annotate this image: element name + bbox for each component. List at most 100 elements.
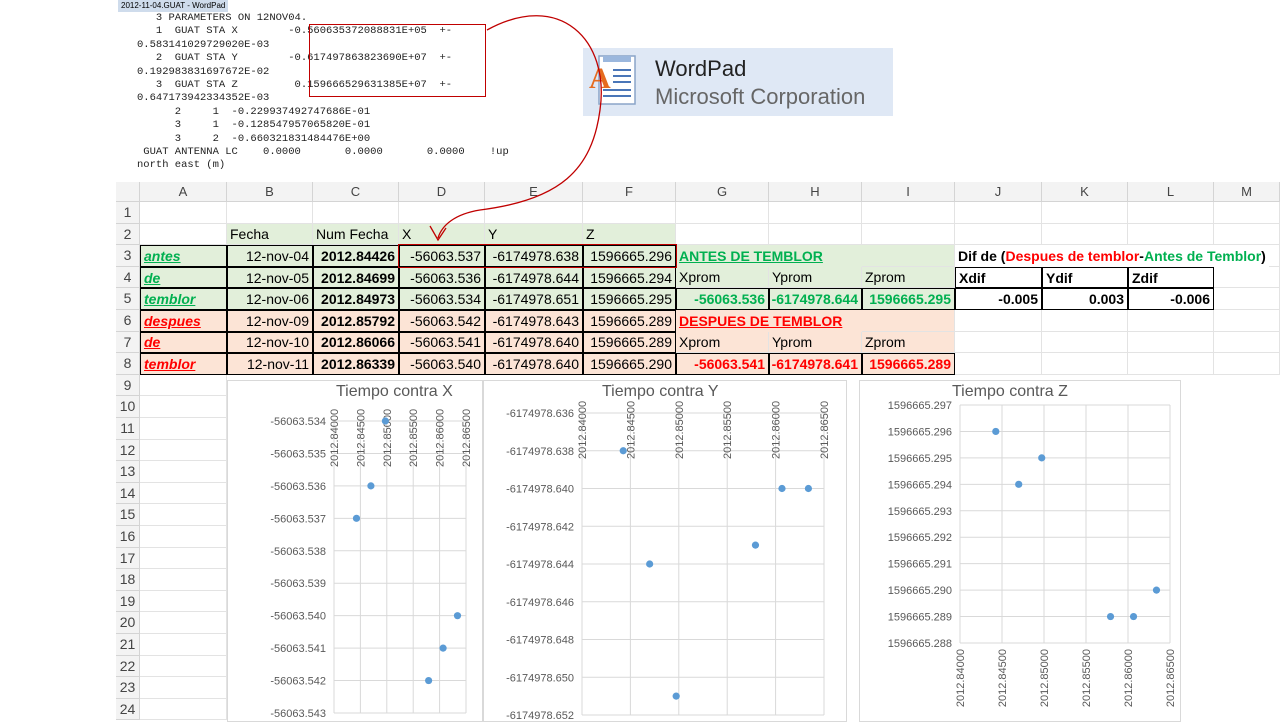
empty-cell[interactable] bbox=[955, 202, 1042, 224]
row-header[interactable]: 15 bbox=[116, 504, 140, 526]
empty-cell[interactable] bbox=[769, 202, 862, 224]
cell-z[interactable]: 1596665.289 bbox=[583, 331, 676, 354]
cell-fecha[interactable]: 12-nov-04 bbox=[227, 245, 313, 267]
empty-cell[interactable] bbox=[862, 202, 955, 224]
dif-value[interactable]: -0.006 bbox=[1128, 288, 1214, 310]
cell-z[interactable]: 1596665.296 bbox=[583, 245, 676, 267]
column-header[interactable]: E bbox=[485, 182, 583, 202]
row-header[interactable]: 22 bbox=[116, 655, 140, 678]
cell-fecha[interactable]: 12-nov-05 bbox=[227, 266, 313, 289]
empty-cell[interactable] bbox=[227, 202, 313, 224]
prom-header[interactable]: Zprom bbox=[862, 331, 955, 354]
dif-header[interactable]: Ydif bbox=[1042, 266, 1128, 289]
empty-cell[interactable] bbox=[140, 655, 227, 678]
header-x[interactable]: X bbox=[399, 223, 485, 246]
empty-cell[interactable] bbox=[1042, 202, 1128, 224]
column-header[interactable]: J bbox=[955, 182, 1042, 202]
label-despues[interactable]: despues bbox=[140, 310, 227, 332]
cell-x[interactable]: -56063.541 bbox=[399, 331, 485, 354]
column-header[interactable]: M bbox=[1214, 182, 1280, 202]
header-fecha[interactable]: Fecha bbox=[227, 223, 313, 246]
label-despues[interactable]: temblor bbox=[140, 353, 227, 375]
prom-header[interactable]: Yprom bbox=[769, 266, 862, 289]
header-y[interactable]: Y bbox=[485, 223, 583, 246]
cell-z[interactable]: 1596665.290 bbox=[583, 353, 676, 375]
cell-z[interactable]: 1596665.295 bbox=[583, 288, 676, 310]
empty-cell[interactable] bbox=[1042, 353, 1128, 375]
column-header[interactable]: A bbox=[140, 182, 227, 202]
empty-cell[interactable] bbox=[485, 202, 583, 224]
label-despues[interactable]: de bbox=[140, 331, 227, 354]
antes-prom-value[interactable]: 1596665.295 bbox=[862, 288, 955, 310]
dif-title[interactable]: Dif de (Despues de temblor - Antes de Te… bbox=[955, 245, 1269, 267]
column-header[interactable]: I bbox=[862, 182, 955, 202]
row-header[interactable]: 5 bbox=[116, 288, 140, 310]
cell-y[interactable]: -6174978.651 bbox=[485, 288, 583, 310]
cell-fecha[interactable]: 12-nov-06 bbox=[227, 288, 313, 310]
empty-cell[interactable] bbox=[769, 223, 862, 246]
row-header[interactable]: 19 bbox=[116, 590, 140, 613]
column-header[interactable]: B bbox=[227, 182, 313, 202]
row-header[interactable]: 17 bbox=[116, 547, 140, 570]
chart-tiempo-contra-x[interactable]: Tiempo contra X -56063.534 -56063.535 -560… bbox=[227, 380, 483, 722]
cell-y[interactable]: -6174978.638 bbox=[485, 245, 583, 267]
empty-cell[interactable] bbox=[140, 439, 227, 462]
row-header[interactable]: 2 bbox=[116, 223, 140, 246]
prom-header[interactable]: Zprom bbox=[862, 266, 955, 289]
dif-value[interactable]: 0.003 bbox=[1042, 288, 1128, 310]
label-antes[interactable]: de bbox=[140, 266, 227, 289]
header-z[interactable]: Z bbox=[583, 223, 676, 246]
cell-num-fecha[interactable]: 2012.86066 bbox=[313, 331, 399, 354]
empty-cell[interactable] bbox=[140, 461, 227, 483]
empty-cell[interactable] bbox=[140, 569, 227, 591]
row-header[interactable]: 10 bbox=[116, 396, 140, 418]
select-all-corner[interactable] bbox=[116, 182, 140, 202]
row-header[interactable]: 7 bbox=[116, 331, 140, 354]
empty-cell[interactable] bbox=[140, 223, 227, 246]
column-header[interactable]: F bbox=[583, 182, 676, 202]
cell-y[interactable]: -6174978.640 bbox=[485, 353, 583, 375]
empty-cell[interactable] bbox=[1214, 331, 1280, 354]
label-antes[interactable]: antes bbox=[140, 245, 227, 267]
empty-cell[interactable] bbox=[1128, 202, 1214, 224]
empty-cell[interactable] bbox=[140, 526, 227, 548]
row-header[interactable]: 1 bbox=[116, 202, 140, 224]
despues-prom-value[interactable]: -6174978.641 bbox=[769, 353, 862, 375]
empty-cell[interactable] bbox=[140, 547, 227, 570]
empty-cell[interactable] bbox=[140, 612, 227, 634]
column-header[interactable]: G bbox=[676, 182, 769, 202]
header-num-fecha[interactable]: Num Fecha bbox=[313, 223, 399, 246]
row-header[interactable]: 8 bbox=[116, 353, 140, 375]
row-header[interactable]: 14 bbox=[116, 482, 140, 505]
cell-x[interactable]: -56063.542 bbox=[399, 310, 485, 332]
cell-num-fecha[interactable]: 2012.85792 bbox=[313, 310, 399, 332]
cell-num-fecha[interactable]: 2012.86339 bbox=[313, 353, 399, 375]
empty-cell[interactable] bbox=[140, 504, 227, 526]
empty-cell[interactable] bbox=[1042, 331, 1128, 354]
empty-cell[interactable] bbox=[1042, 223, 1128, 246]
empty-cell[interactable] bbox=[1042, 310, 1128, 332]
cell-z[interactable]: 1596665.294 bbox=[583, 266, 676, 289]
dif-value[interactable]: -0.005 bbox=[955, 288, 1042, 310]
column-header[interactable]: L bbox=[1128, 182, 1214, 202]
empty-cell[interactable] bbox=[1214, 266, 1280, 289]
row-header[interactable]: 9 bbox=[116, 374, 140, 397]
empty-cell[interactable] bbox=[140, 634, 227, 656]
empty-cell[interactable] bbox=[676, 202, 769, 224]
empty-cell[interactable] bbox=[140, 374, 227, 397]
cell-fecha[interactable]: 12-nov-10 bbox=[227, 331, 313, 354]
empty-cell[interactable] bbox=[862, 223, 955, 246]
empty-cell[interactable] bbox=[1128, 223, 1214, 246]
antes-prom-value[interactable]: -56063.536 bbox=[676, 288, 769, 310]
empty-cell[interactable] bbox=[1214, 353, 1280, 375]
cell-y[interactable]: -6174978.644 bbox=[485, 266, 583, 289]
column-header[interactable]: K bbox=[1042, 182, 1128, 202]
cell-x[interactable]: -56063.540 bbox=[399, 353, 485, 375]
row-header[interactable]: 12 bbox=[116, 439, 140, 462]
row-header[interactable]: 20 bbox=[116, 612, 140, 634]
empty-cell[interactable] bbox=[1214, 223, 1280, 246]
empty-cell[interactable] bbox=[1214, 310, 1280, 332]
row-header[interactable]: 23 bbox=[116, 677, 140, 699]
column-header[interactable]: C bbox=[313, 182, 399, 202]
